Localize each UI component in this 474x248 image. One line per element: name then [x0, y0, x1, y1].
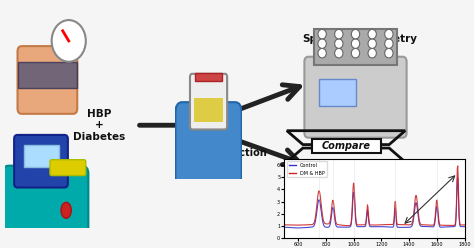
Circle shape — [318, 29, 326, 39]
Bar — [314, 29, 397, 65]
Text: Raman Spectroscopy
classification and diagnosis: Raman Spectroscopy classification and di… — [290, 200, 430, 220]
Bar — [194, 98, 223, 122]
Circle shape — [368, 39, 376, 48]
Ellipse shape — [61, 202, 71, 218]
Circle shape — [318, 48, 326, 58]
Circle shape — [335, 48, 343, 58]
FancyBboxPatch shape — [50, 160, 86, 176]
Circle shape — [318, 39, 326, 48]
Bar — [319, 79, 356, 106]
Legend: Control, DM & HBP: Control, DM & HBP — [287, 161, 327, 178]
Circle shape — [385, 48, 393, 58]
FancyBboxPatch shape — [18, 46, 77, 114]
Circle shape — [335, 39, 343, 48]
Circle shape — [385, 29, 393, 39]
FancyBboxPatch shape — [304, 57, 407, 138]
Circle shape — [52, 20, 86, 62]
FancyBboxPatch shape — [14, 135, 68, 187]
Circle shape — [385, 39, 393, 48]
FancyBboxPatch shape — [190, 74, 227, 129]
Circle shape — [351, 29, 360, 39]
Text: Urine collection: Urine collection — [180, 148, 267, 158]
Circle shape — [351, 39, 360, 48]
Bar — [195, 73, 222, 81]
Bar — [24, 145, 59, 167]
Text: Compare: Compare — [321, 141, 371, 151]
Circle shape — [368, 48, 376, 58]
Circle shape — [335, 29, 343, 39]
Circle shape — [368, 29, 376, 39]
FancyBboxPatch shape — [175, 102, 242, 189]
Text: Spectrophotometry: Spectrophotometry — [302, 34, 418, 44]
Text: HBP
+
Diabetes: HBP + Diabetes — [73, 109, 126, 142]
FancyBboxPatch shape — [2, 166, 88, 236]
Bar — [311, 139, 381, 153]
Circle shape — [351, 48, 360, 58]
Bar — [18, 62, 77, 88]
